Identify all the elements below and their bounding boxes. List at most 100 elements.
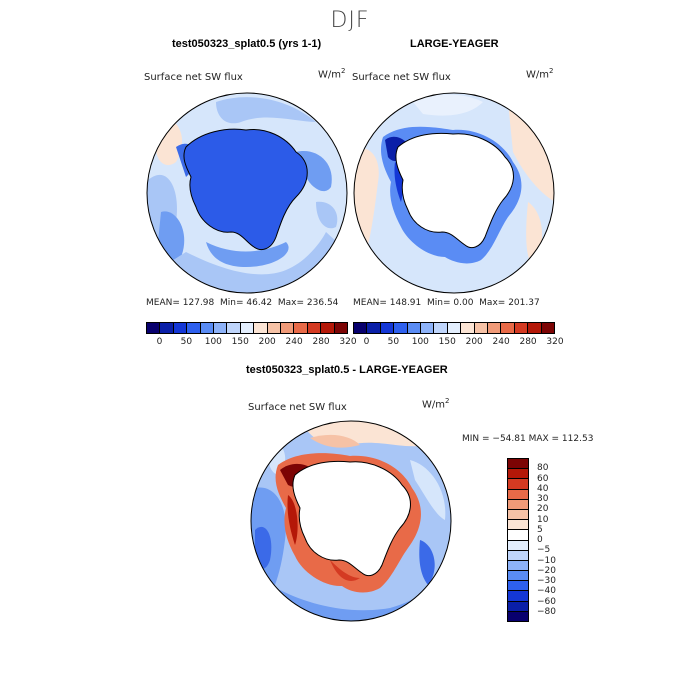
colorbar-swatch [367,323,381,333]
colorbar-swatch [447,323,462,333]
ocean-patch [419,540,435,585]
colorbar-swatch [160,323,174,333]
stats-line-diff: MIN = −54.81 MAX = 112.53 [462,434,594,444]
colorbar-swatch [227,323,241,333]
colorbar-swatch [434,323,448,333]
colorbar-swatch [541,323,555,333]
colorbar-tick-label: 320 [546,337,564,347]
antarctica-region [292,460,411,577]
colorbar-tick-label: 320 [339,337,357,347]
colorbar-tick-label: 50 [387,337,400,347]
stats-line-model: MEAN= 127.98 Min= 46.42 Max= 236.54 [146,298,339,308]
ocean-patch [206,242,289,267]
units-label-diff: W/m2 [422,397,450,411]
colorbar-tick-label: 100 [411,337,429,347]
colorbar-swatch [254,323,268,333]
ocean-patch [255,526,272,569]
colorbar-swatch [407,323,422,333]
antarctica-region [183,128,308,250]
colorbar-tick-label: 240 [285,337,303,347]
ocean-patch [316,201,338,229]
colorbar-swatch [508,459,528,470]
ocean-patch [508,102,554,202]
ocean-patch [310,434,360,448]
colorbar-tick-label: −20 [537,565,556,576]
variable-label-diff: Surface net SW flux [248,402,347,413]
colorbar-swatch [488,323,502,333]
colorbar-swatch [421,323,435,333]
colorbar-swatch [508,520,528,531]
polar-map-model [146,92,348,294]
colorbar-swatch [508,571,528,582]
colorbar-swatch [508,530,528,541]
colorbar-swatch [514,323,529,333]
colorbar-tick-label: 200 [465,337,483,347]
colorbar-swatch [267,323,282,333]
colorbar-swatch [307,323,322,333]
colorbar-swatch [508,591,528,602]
colorbar-swatch [508,581,528,592]
colorbar-tick-label: 30 [537,494,549,504]
ocean-patch [216,97,316,124]
ice-edge-band [287,495,298,545]
colorbar-swatch [334,323,348,333]
colorbar-swatch [528,323,542,333]
colorbar-swatch [321,323,335,333]
colorbar-swatch [240,323,255,333]
colorbar-tick-label: 40 [537,483,549,494]
colorbar-swatch [508,540,528,551]
colorbar-swatch [461,323,475,333]
colorbar-tick-label: −5 [537,545,551,556]
colorbar-swatch [508,611,528,621]
ice-edge-band [330,560,360,581]
colorbar-swatch [354,323,368,333]
colorbar-obs [353,322,555,334]
colorbar-diff [507,458,529,622]
ocean-patch [410,460,446,520]
colorbar-tick-label: 150 [438,337,456,347]
stats-line-obs: MEAN= 148.91 Min= 0.00 Max= 201.37 [353,298,540,308]
colorbar-swatch [508,560,528,572]
panel-title-obs: LARGE-YEAGER [410,38,499,50]
colorbar-tick-label: 20 [537,504,549,515]
colorbar-swatch [501,323,515,333]
colorbar-swatch [214,323,228,333]
colorbar-tick-label: 5 [537,524,543,535]
colorbar-tick-label: 10 [537,514,549,525]
colorbar-tick-label: 200 [258,337,276,347]
variable-label-model: Surface net SW flux [144,72,243,83]
colorbar-swatch [508,489,528,500]
colorbar-swatch [380,323,395,333]
colorbar-tick-label: 240 [492,337,510,347]
ocean-patch [413,94,483,116]
colorbar-tick-label: 0 [363,337,370,347]
colorbar-tick-label: 280 [312,337,330,347]
antarctica-region [395,132,514,249]
colorbar-swatch [281,323,295,333]
polar-map-diff [250,420,452,622]
colorbar-swatch [508,499,528,510]
colorbar-tick-label: 280 [519,337,537,347]
colorbar-swatch [508,509,528,521]
colorbar-swatch [200,323,215,333]
colorbar-swatch [508,469,528,480]
colorbar-swatch [394,323,408,333]
colorbar-tick-label: 0 [537,535,543,545]
colorbar-swatch [173,323,188,333]
panel-title-model: test050323_splat0.5 (yrs 1-1) [172,38,322,50]
colorbar-swatch [294,323,308,333]
units-label-model: W/m2 [318,67,346,81]
colorbar-swatch [508,601,528,612]
colorbar-swatch [187,323,201,333]
colorbar-tick-label: −60 [537,596,556,607]
colorbar-tick-label: 80 [537,463,549,474]
season-title: DJF [330,8,370,33]
colorbar-tick-label: 0 [156,337,163,347]
panel-title-diff: test050323_splat0.5 - LARGE-YEAGER [246,364,448,376]
colorbar-tick-label: 100 [204,337,222,347]
colorbar-swatch [474,323,489,333]
ocean-patch [147,232,347,293]
colorbar-tick-label: 150 [231,337,249,347]
variable-label-obs: Surface net SW flux [352,72,451,83]
colorbar-model [146,322,348,334]
